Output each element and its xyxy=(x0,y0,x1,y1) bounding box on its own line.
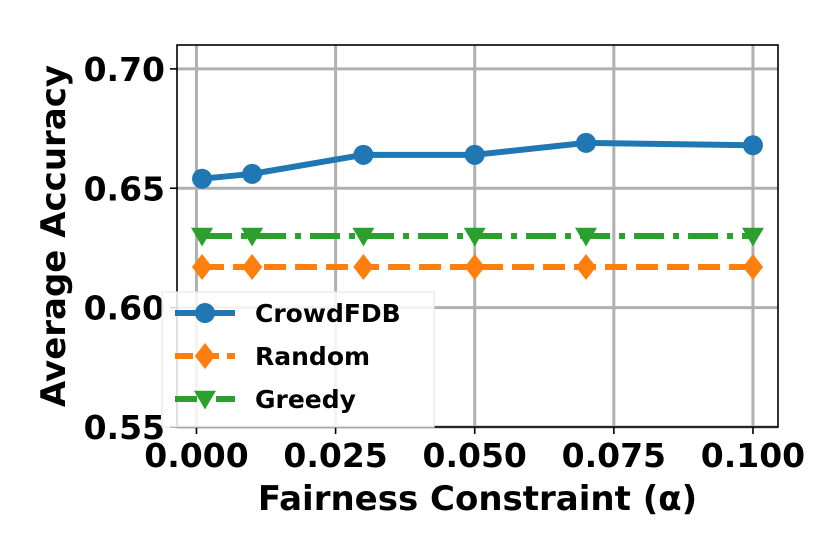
legend-label-greedy: Greedy xyxy=(255,385,356,414)
legend-label-random: Random xyxy=(255,342,370,371)
legend: CrowdFDB Random Greedy xyxy=(161,291,435,428)
series-markers xyxy=(191,132,764,281)
y-axis-label: Average Accuracy xyxy=(34,65,74,407)
data-point-random xyxy=(742,254,764,281)
y-tick-label: 0.70 xyxy=(84,50,165,89)
x-tick-label: 0.000 xyxy=(144,436,248,475)
data-point-random xyxy=(353,254,374,281)
data-point-crowdfdb xyxy=(192,168,213,189)
plot-frame xyxy=(176,44,779,428)
x-axis-label: Fairness Constraint (α) xyxy=(258,479,697,519)
data-point-greedy xyxy=(741,227,764,247)
data-point-random xyxy=(575,254,597,281)
legend-marker-crowdfdb xyxy=(195,303,215,323)
y-tick-label: 0.65 xyxy=(84,169,165,208)
legend-marker-random xyxy=(194,343,216,369)
legend-label-crowdfdb: CrowdFDB xyxy=(255,299,401,328)
data-point-random xyxy=(241,254,263,281)
data-point-random xyxy=(191,254,213,281)
data-point-random xyxy=(464,254,485,281)
data-point-crowdfdb xyxy=(742,135,763,156)
x-tick-label: 0.050 xyxy=(423,436,527,475)
data-point-greedy xyxy=(463,227,486,247)
y-tick-label: 0.55 xyxy=(84,408,165,447)
legend-marker-greedy xyxy=(194,390,216,410)
axis-ticks: 0.000 0.025 0.050 0.075 0.100 0.55 0.60 0.65 0.7… xyxy=(84,50,806,475)
data-point-crowdfdb xyxy=(353,144,374,165)
data-point-crowdfdb xyxy=(464,144,485,165)
x-tick-label: 0.075 xyxy=(562,436,666,475)
x-tick-label: 0.100 xyxy=(701,436,805,475)
data-point-greedy xyxy=(191,227,214,247)
x-tick-label: 0.025 xyxy=(283,436,387,475)
data-point-greedy xyxy=(352,227,375,247)
data-point-crowdfdb xyxy=(242,163,263,184)
y-tick-label: 0.60 xyxy=(84,289,165,328)
data-point-greedy xyxy=(575,227,598,247)
data-point-crowdfdb xyxy=(576,132,597,153)
data-point-greedy xyxy=(241,227,264,247)
